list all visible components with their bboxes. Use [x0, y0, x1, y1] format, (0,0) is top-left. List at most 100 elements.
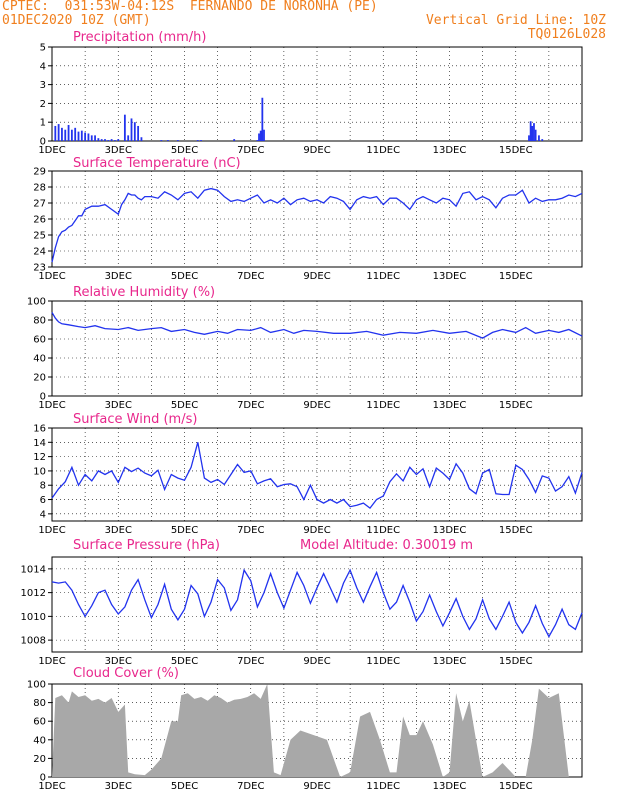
precip-bar — [110, 139, 113, 141]
x-tick-label: 5DEC — [171, 525, 198, 536]
y-tick-label: 12 — [33, 452, 46, 463]
x-tick-label: 1DEC — [38, 145, 65, 156]
panel-0: 1DEC 3DEC 5DEC 7DEC 9DEC 11DEC 13DEC 15DEC 0 1 2 3 4… — [38, 30, 583, 156]
precip-bar — [160, 140, 163, 141]
precip-bar — [114, 140, 116, 141]
precip-bar — [87, 133, 90, 141]
precip-bar — [261, 97, 264, 141]
precip-bar — [528, 135, 530, 141]
x-tick-label: 9DEC — [303, 271, 330, 282]
y-tick-label: 8 — [40, 481, 46, 492]
x-tick-label: 1DEC — [38, 271, 65, 282]
precip-bar — [127, 135, 130, 141]
y-tick-label: 1012 — [21, 588, 46, 599]
x-tick-label: 1DEC — [38, 525, 65, 536]
precip-bar — [97, 138, 100, 141]
x-tick-label: 7DEC — [237, 656, 264, 667]
precip-bar — [80, 130, 83, 141]
x-tick-label: 7DEC — [237, 271, 264, 282]
precip-bar — [90, 135, 93, 141]
x-tick-label: 7DEC — [237, 781, 264, 792]
y-tick-label: 80 — [33, 316, 46, 327]
y-tick-label: 1010 — [21, 612, 46, 623]
y-tick-label: 4 — [40, 509, 46, 520]
x-tick-label: 3DEC — [105, 525, 132, 536]
precip-bar — [259, 130, 262, 141]
x-tick-label: 13DEC — [433, 400, 467, 411]
y-tick-label: 25 — [33, 231, 46, 242]
y-tick-label: 28 — [33, 183, 46, 194]
cloud-area — [52, 684, 582, 777]
precip-bar — [64, 129, 67, 141]
precip-bar — [541, 139, 544, 141]
x-tick-label: 15DEC — [499, 656, 533, 667]
y-tick-label: 100 — [27, 680, 46, 691]
precip-bar — [74, 127, 77, 141]
x-tick-label: 3DEC — [105, 145, 132, 156]
y-tick-label: 6 — [40, 495, 46, 506]
y-tick-label: 24 — [33, 247, 46, 258]
y-tick-label: 2 — [40, 99, 46, 110]
x-tick-label: 15DEC — [499, 525, 533, 536]
precip-bar — [104, 139, 106, 141]
x-tick-label: 15DEC — [499, 271, 533, 282]
panel-1: 1DEC 3DEC 5DEC 7DEC 9DEC 11DEC 13DEC 15DEC 23 24 2… — [33, 156, 583, 282]
precip-bar — [77, 131, 80, 141]
y-tick-label: 40 — [33, 354, 46, 365]
y-tick-label: 1008 — [21, 636, 46, 647]
x-tick-label: 11DEC — [366, 400, 400, 411]
y-tick-label: 16 — [33, 424, 46, 435]
panel-title: Surface Temperature (nC) — [73, 156, 241, 171]
precip-bar — [94, 135, 96, 141]
x-tick-label: 7DEC — [237, 145, 264, 156]
y-tick-label: 0 — [40, 137, 46, 148]
precip-bar — [61, 127, 63, 141]
x-tick-label: 5DEC — [171, 781, 198, 792]
y-tick-label: 10 — [33, 466, 46, 477]
x-tick-label: 9DEC — [303, 656, 330, 667]
panel-title: Surface Wind (m/s) — [73, 412, 197, 427]
precip-bar — [531, 125, 534, 141]
run-date: 01DEC2020 10Z (GMT) — [2, 13, 151, 28]
y-tick-label: 1014 — [21, 564, 46, 575]
precip-bar — [70, 129, 73, 141]
y-tick-label: 29 — [33, 167, 46, 178]
y-tick-label: 60 — [33, 717, 46, 728]
precip-bar — [200, 140, 202, 141]
x-tick-label: 5DEC — [171, 145, 198, 156]
x-tick-label: 9DEC — [303, 781, 330, 792]
y-tick-label: 0 — [40, 773, 46, 784]
precip-bar — [538, 135, 540, 141]
x-tick-label: 3DEC — [105, 656, 132, 667]
x-tick-label: 9DEC — [303, 145, 330, 156]
precip-bar — [534, 129, 537, 141]
panel-annotation: Model Altitude: 0.30019 m — [300, 538, 473, 553]
x-tick-label: 13DEC — [433, 781, 467, 792]
x-tick-label: 13DEC — [433, 656, 467, 667]
y-tick-label: 14 — [33, 438, 46, 449]
x-tick-label: 7DEC — [237, 525, 264, 536]
precip-bar — [100, 139, 103, 141]
x-tick-label: 3DEC — [105, 781, 132, 792]
model-code: TQ0126L028 — [527, 27, 606, 42]
x-tick-label: 13DEC — [433, 525, 467, 536]
series-line — [51, 568, 583, 638]
precip-bar — [130, 118, 133, 141]
x-tick-label: 15DEC — [499, 400, 533, 411]
precip-bar — [256, 140, 259, 141]
x-tick-label: 5DEC — [171, 271, 198, 282]
panel-title: Precipitation (mm/h) — [73, 30, 206, 45]
x-tick-label: 1DEC — [38, 656, 65, 667]
y-tick-label: 27 — [33, 199, 46, 210]
x-tick-label: 11DEC — [366, 145, 400, 156]
precip-bar — [67, 125, 70, 141]
x-tick-label: 15DEC — [499, 781, 533, 792]
x-tick-label: 13DEC — [433, 145, 467, 156]
panel-3: 1DEC 3DEC 5DEC 7DEC 9DEC 11DEC 13DEC 15DEC 4 6 8 10… — [33, 412, 583, 536]
y-tick-label: 20 — [33, 373, 46, 384]
panel-title: Surface Pressure (hPa) — [73, 538, 220, 553]
y-tick-label: 3 — [40, 80, 46, 91]
header: CPTEC: 031:53W-04:12S FERNANDO DE NORONH… — [0, 0, 618, 44]
panel-2: 1DEC 3DEC 5DEC 7DEC 9DEC 11DEC 13DEC 15DEC 0 20 40… — [27, 285, 583, 411]
